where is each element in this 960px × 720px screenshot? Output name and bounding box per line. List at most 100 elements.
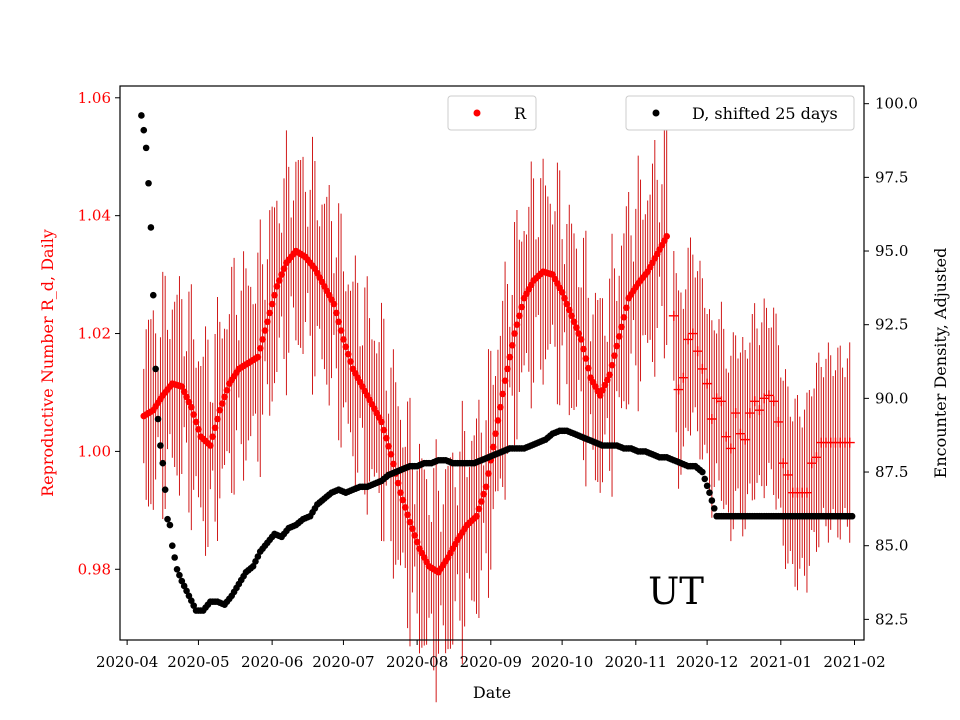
d-point xyxy=(166,521,174,529)
r-point xyxy=(494,417,502,424)
r-projected-point xyxy=(697,363,708,374)
x-tick-label: 2020-09 xyxy=(460,653,522,671)
x-tick-label: 2021-02 xyxy=(823,653,885,671)
r-point xyxy=(573,324,580,331)
r-projected-point xyxy=(844,437,855,448)
r-point xyxy=(485,470,492,477)
x-tick-label: 2020-11 xyxy=(605,653,667,671)
r-point xyxy=(397,489,404,496)
r-point xyxy=(178,383,186,390)
legend-d-marker xyxy=(652,109,660,117)
r-projected-point xyxy=(811,452,822,463)
right-y-tick-label: 85.0 xyxy=(875,537,908,555)
r-point xyxy=(580,345,587,353)
x-tick-label: 2020-07 xyxy=(312,653,374,671)
r-point xyxy=(387,451,395,458)
r-point xyxy=(606,371,613,379)
r-projected-point xyxy=(782,469,793,480)
r-point xyxy=(513,321,521,328)
d-point xyxy=(252,558,259,565)
left-y-tick-label: 0.98 xyxy=(78,560,111,578)
r-point xyxy=(394,479,402,487)
r-point xyxy=(385,442,392,450)
legend-r-box xyxy=(447,95,537,131)
r-point xyxy=(489,443,497,451)
r-projected-point xyxy=(678,372,689,383)
r-point xyxy=(275,277,283,284)
right-y-tick-label: 90.0 xyxy=(875,389,908,407)
left-y-tick-label: 1.02 xyxy=(78,325,111,343)
right-y-tick-label: 100.0 xyxy=(875,95,918,113)
r-point xyxy=(478,498,485,505)
r-point xyxy=(190,411,197,418)
legend-r: R xyxy=(447,95,537,131)
r-point xyxy=(278,271,285,278)
d-point xyxy=(708,497,716,504)
r-point xyxy=(335,318,342,326)
r-point xyxy=(401,504,409,511)
r-point xyxy=(378,418,385,426)
r-point xyxy=(380,426,388,434)
d-point xyxy=(190,602,197,609)
r-point xyxy=(188,403,195,411)
r-point xyxy=(561,294,568,302)
x-tick-label: 2020-10 xyxy=(531,653,593,671)
r-point xyxy=(180,388,188,396)
left-y-tick-label: 1.04 xyxy=(78,207,111,225)
r-projected-point xyxy=(740,434,751,445)
r-point xyxy=(340,336,347,343)
right-y-tick-label: 97.5 xyxy=(875,168,908,186)
d-point xyxy=(142,144,150,152)
x-axis-title: Date xyxy=(473,683,511,702)
r-projected-point xyxy=(683,334,694,345)
r-point xyxy=(409,525,416,533)
x-tick-label: 2020-06 xyxy=(241,653,303,671)
r-projected-point xyxy=(702,378,713,389)
r-point xyxy=(475,505,483,513)
r-point xyxy=(504,365,511,373)
r-point xyxy=(497,403,504,411)
r-projected-point xyxy=(735,428,746,439)
r-projected-point xyxy=(754,405,765,416)
left-y-axis: 0.98 1.00 1.02 1.04 1.06 xyxy=(78,89,120,578)
r-projected-point xyxy=(668,310,679,321)
r-projected-point xyxy=(730,408,741,419)
x-axis: 2020-04 2020-05 2020-06 2020-07 2020-08 2020-… xyxy=(96,640,886,671)
legend-d: D, shifted 25 days xyxy=(625,95,855,131)
r-point xyxy=(216,406,224,414)
r-point xyxy=(570,318,578,326)
right-y-tick-label: 95.0 xyxy=(875,242,908,260)
r-point xyxy=(603,376,611,384)
r-point xyxy=(620,314,628,321)
r-projected-point xyxy=(806,458,817,469)
d-point xyxy=(171,554,178,561)
r-projected-point xyxy=(744,408,755,419)
r-point xyxy=(347,358,354,365)
d-point xyxy=(254,553,262,560)
error-bars xyxy=(143,123,851,703)
r-point xyxy=(501,377,509,384)
r-point xyxy=(508,342,516,349)
r-point xyxy=(577,336,585,343)
r-point xyxy=(271,291,278,299)
d-point xyxy=(176,571,183,579)
right-y-axis-title: Encounter Density, Adjusted xyxy=(931,248,950,479)
legend-d-box xyxy=(625,95,855,131)
r-projected-point xyxy=(801,487,812,498)
left-y-axis-title: Reproductive Number R_d, Daily xyxy=(38,229,57,497)
d-point xyxy=(138,112,145,119)
r-point xyxy=(480,490,487,498)
r-projected-point xyxy=(721,431,732,442)
r-projected-series xyxy=(668,310,855,498)
r-point xyxy=(406,518,414,526)
r-point xyxy=(382,434,390,442)
d-point xyxy=(706,489,713,496)
d-point xyxy=(699,468,706,476)
d-point xyxy=(848,512,856,520)
r-point xyxy=(211,424,219,432)
d-point xyxy=(161,486,169,494)
d-point xyxy=(159,459,167,467)
d-point xyxy=(154,415,162,423)
r-point xyxy=(192,418,200,426)
d-point xyxy=(164,515,171,523)
